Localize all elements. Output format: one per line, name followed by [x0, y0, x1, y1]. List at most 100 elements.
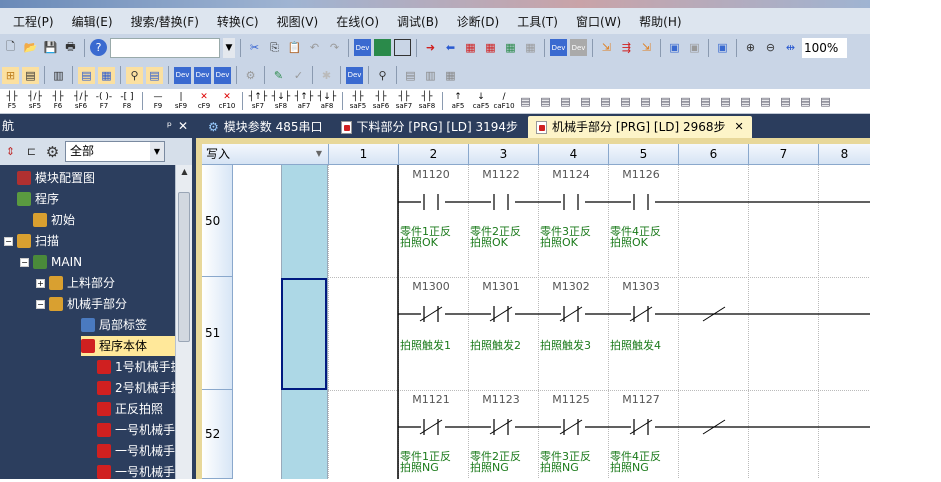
- panel-splitter[interactable]: [192, 138, 196, 479]
- tree-item[interactable]: 程序: [17, 189, 59, 209]
- help-icon[interactable]: ?: [90, 39, 107, 56]
- menu-item[interactable]: 工具(T): [517, 14, 558, 29]
- device-label[interactable]: M1126: [622, 168, 660, 181]
- expand-icon[interactable]: +: [36, 278, 45, 288]
- display-icon[interactable]: ▤: [760, 94, 771, 108]
- pin-icon[interactable]: ᵖ: [166, 119, 172, 133]
- st-icon[interactable]: ▤: [520, 94, 531, 108]
- layout-icon-2[interactable]: ▥: [425, 68, 436, 82]
- ladder-key-button[interactable]: ↑ aF5: [448, 92, 468, 110]
- collapse-icon[interactable]: ⊏: [26, 145, 37, 158]
- tree-item[interactable]: 初始: [33, 210, 75, 230]
- step-number[interactable]: 52: [202, 390, 233, 479]
- step-number[interactable]: 51: [202, 277, 233, 390]
- write-plc-icon[interactable]: ➜: [425, 41, 436, 54]
- open-icon[interactable]: 📂: [23, 41, 38, 54]
- device-label[interactable]: M1121: [412, 393, 450, 406]
- menu-item[interactable]: 在线(O): [336, 14, 380, 29]
- tree-item[interactable]: + 上料部分: [36, 273, 115, 293]
- paste-icon[interactable]: 📋: [287, 41, 302, 54]
- comment-icon[interactable]: ▤: [560, 94, 571, 108]
- statement-icon[interactable]: ▤: [600, 94, 611, 108]
- scroll-up-icon[interactable]: ▲: [181, 167, 188, 176]
- disabled-tool-icon[interactable]: ✱: [321, 68, 332, 82]
- edit-mode-icon[interactable]: ▤: [780, 94, 791, 108]
- chevron-down-icon[interactable]: ▼: [223, 37, 235, 58]
- device-label[interactable]: M1124: [552, 168, 590, 181]
- ladder-key-button[interactable]: ✕ cF9: [194, 92, 214, 110]
- ladder-key-button[interactable]: ┤├ F5: [2, 92, 22, 110]
- collapse-icon[interactable]: −: [4, 236, 13, 246]
- device-use-icon[interactable]: Dev: [214, 66, 231, 84]
- save-icon[interactable]: 💾: [43, 41, 58, 54]
- print-icon[interactable]: 🖶: [65, 40, 76, 53]
- ladder-key-button[interactable]: ✕ cF10: [217, 92, 237, 110]
- instruction-search-icon[interactable]: [374, 39, 391, 56]
- chip-icon[interactable]: ▥: [53, 68, 64, 82]
- step-number[interactable]: 50: [202, 165, 233, 277]
- tree-item[interactable]: 1号机械手抓: [97, 357, 183, 377]
- new-icon[interactable]: 🗋: [6, 40, 15, 53]
- ladder-key-button[interactable]: ┤↓├ sF8: [271, 92, 291, 110]
- simulation-icon[interactable]: ▣: [717, 41, 728, 54]
- ladder-key-button[interactable]: -( )- F7: [94, 92, 114, 110]
- cross-ref-icon[interactable]: ▤: [146, 66, 163, 84]
- zoom-out-icon[interactable]: ⊖: [765, 41, 776, 54]
- tree-item[interactable]: − 机械手部分: [36, 294, 127, 314]
- edit-icon[interactable]: ▤: [540, 94, 551, 108]
- monitor-icon[interactable]: ⇲: [601, 41, 612, 54]
- navigation-icon[interactable]: ⊞: [2, 66, 19, 84]
- search-combo[interactable]: [110, 37, 220, 58]
- ladder-key-button[interactable]: ↓ caF5: [471, 92, 491, 110]
- ladder-key-button[interactable]: ┤├ saF6: [371, 92, 391, 110]
- filter-select[interactable]: 全部 ▼: [65, 141, 165, 162]
- tree-item[interactable]: 正反拍照: [97, 399, 163, 419]
- comment-icon-2[interactable]: ▤: [580, 94, 591, 108]
- zoom-device-icon[interactable]: ▤: [800, 94, 811, 108]
- device-label[interactable]: M1301: [482, 280, 520, 293]
- device-batch-icon[interactable]: Dev: [550, 39, 567, 56]
- device-edit-icon[interactable]: ▤: [820, 94, 831, 108]
- ladder-key-button[interactable]: / caF10: [493, 92, 514, 110]
- chevron-down-icon[interactable]: ▼: [315, 149, 322, 158]
- zoom-in-icon[interactable]: ⊕: [745, 41, 756, 54]
- tree-item[interactable]: 一号机械手: [97, 420, 175, 440]
- undo-icon[interactable]: ↶: [309, 41, 320, 54]
- menu-item[interactable]: 调试(B): [397, 14, 439, 29]
- contact-search-icon[interactable]: [394, 39, 411, 56]
- verify-icon[interactable]: ▦: [465, 41, 476, 54]
- collapse-icon[interactable]: −: [20, 257, 29, 267]
- device-memory-icon[interactable]: Dev: [194, 66, 211, 84]
- ladder-diagram[interactable]: M1120零件1正反拍照OKM1122零件2正反拍照OKM1124零件3正反拍照…: [328, 165, 870, 479]
- doc-icon[interactable]: ▤: [660, 94, 671, 108]
- insert-icon[interactable]: ▤: [720, 94, 731, 108]
- tree-item[interactable]: 2号机械手抓: [97, 378, 183, 398]
- device-label[interactable]: M1125: [552, 393, 590, 406]
- menu-item[interactable]: 窗口(W): [575, 14, 622, 29]
- ladder-key-button[interactable]: ┤├ saF7: [394, 92, 414, 110]
- gear-icon[interactable]: ⚙: [45, 142, 60, 161]
- editor-tab[interactable]: 机械手部分 [PRG] [LD] 2968步 ✕: [528, 116, 752, 138]
- scrollbar-thumb[interactable]: [178, 192, 190, 342]
- edit-cursor[interactable]: [281, 278, 327, 390]
- output-window-icon[interactable]: ▤: [78, 66, 95, 84]
- fit-width-icon[interactable]: ⇹: [785, 41, 796, 54]
- edit-comment-icon[interactable]: ✎: [273, 68, 284, 82]
- device-label[interactable]: M1303: [622, 280, 660, 293]
- delete-icon[interactable]: ▤: [740, 94, 751, 108]
- editor-tab[interactable]: 下料部分 [PRG] [LD] 3194步: [333, 116, 527, 138]
- layout-icon-3[interactable]: ▦: [445, 68, 456, 82]
- close-icon[interactable]: ✕: [177, 119, 188, 133]
- ladder-key-button[interactable]: — F9: [148, 92, 168, 110]
- read-plc-icon[interactable]: ⬅: [445, 41, 456, 54]
- tree-item[interactable]: − 扫描: [4, 231, 59, 251]
- tree-item[interactable]: 局部标签: [81, 315, 147, 335]
- verify-icon-2[interactable]: ▦: [485, 41, 496, 54]
- ladder-key-button[interactable]: ┤↓├ aF8: [317, 92, 337, 110]
- redo-icon[interactable]: ↷: [329, 41, 340, 54]
- find-icon[interactable]: ⚲: [126, 66, 143, 84]
- search-tool-icon[interactable]: ⚲: [378, 68, 387, 82]
- editor-tab[interactable]: ⚙ 模块参数 485串口: [200, 116, 331, 138]
- simulation-start-icon[interactable]: ▣: [669, 41, 680, 54]
- device-batch-icon-2[interactable]: Dev: [570, 39, 587, 56]
